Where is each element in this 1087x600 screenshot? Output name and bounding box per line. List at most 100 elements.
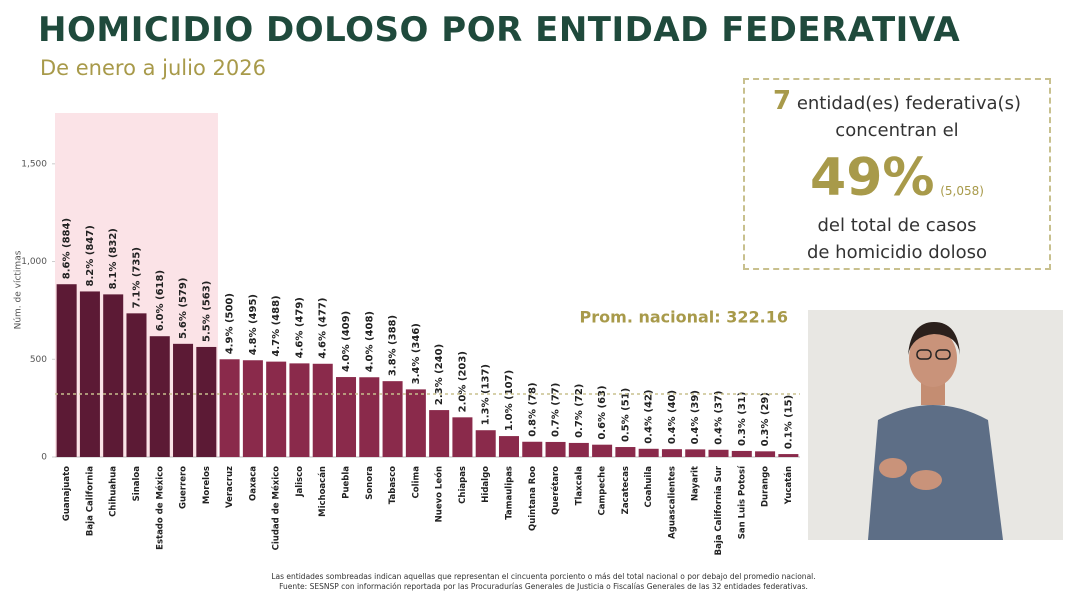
value-label: 0.3% (31)	[737, 392, 748, 446]
bar	[638, 448, 659, 457]
value-label: 0.3% (29)	[760, 392, 771, 446]
x-tick-label: Michoacán	[318, 466, 328, 517]
value-label: 2.0% (203)	[457, 351, 468, 412]
bar	[312, 363, 333, 457]
value-label: 1.0% (107)	[504, 370, 515, 431]
bar	[336, 377, 357, 457]
bar	[661, 449, 682, 457]
y-axis-label: Núm. de víctimas	[14, 250, 24, 329]
value-label: 3.4% (346)	[411, 323, 422, 384]
footnote: Fuente: SESNSP con información reportada…	[279, 582, 808, 591]
bar	[592, 444, 613, 457]
bar	[242, 360, 263, 457]
x-tick-label: Yucatán	[784, 466, 794, 505]
bar	[103, 294, 124, 457]
subtitle: De enero a julio 2026	[40, 56, 266, 80]
title: HOMICIDIO DOLOSO POR ENTIDAD FEDERATIVA	[38, 10, 961, 50]
value-label: 8.6% (884)	[62, 218, 73, 279]
value-label: 2.3% (240)	[434, 344, 445, 405]
bar	[79, 291, 100, 457]
value-label: 5.5% (563)	[201, 281, 212, 342]
x-tick-label: Guerrero	[179, 466, 189, 509]
bar	[522, 441, 543, 457]
x-tick-label: Estado de México	[154, 466, 165, 550]
callout-line: 7 entidad(es) federativa(s)	[745, 88, 1049, 117]
value-label: 4.0% (409)	[341, 311, 352, 372]
x-tick-label: Nayarit	[691, 466, 701, 501]
value-label: 0.4% (39)	[690, 390, 701, 444]
interpreter-figure	[808, 310, 1063, 540]
x-tick-label: Aguascalientes	[667, 466, 677, 539]
bar	[149, 336, 170, 457]
x-tick-label: San Luis Potosí	[737, 465, 747, 539]
interpreter-video	[808, 310, 1063, 540]
x-tick-label: Tamaulipas	[504, 466, 514, 520]
x-tick-label: Morelos	[202, 466, 212, 504]
value-label: 0.1% (15)	[783, 395, 794, 449]
y-tick-label: 1,000	[21, 257, 47, 267]
value-label: 5.6% (579)	[178, 278, 189, 339]
value-label: 4.6% (479)	[294, 297, 305, 358]
bar	[429, 410, 450, 457]
value-label: 0.4% (42)	[644, 390, 655, 444]
bar	[568, 442, 589, 457]
x-tick-label: Coahuila	[644, 466, 654, 508]
x-tick-label: Ciudad de México	[271, 466, 282, 551]
bar	[475, 430, 496, 457]
bar	[778, 454, 799, 457]
bar	[755, 451, 776, 457]
x-tick-label: Guanajuato	[62, 466, 72, 521]
bar	[126, 313, 147, 457]
value-label: 0.4% (37)	[714, 390, 725, 444]
x-tick-label: Zacatecas	[621, 466, 631, 514]
value-label: 3.8% (388)	[388, 315, 399, 376]
callout-text: de homicidio doloso	[806, 242, 988, 263]
bar	[56, 284, 77, 457]
callout-line: 49% (5,058)	[745, 144, 1049, 212]
value-label: 8.1% (832)	[108, 228, 119, 289]
value-label: 6.0% (618)	[155, 270, 166, 331]
bar	[289, 363, 310, 457]
bar	[498, 436, 519, 457]
bar	[196, 346, 217, 457]
value-label: 0.6% (63)	[597, 385, 608, 439]
value-label: 4.7% (488)	[271, 295, 282, 356]
value-label: 8.2% (847)	[85, 225, 96, 286]
x-tick-label: Veracruz	[225, 466, 235, 508]
x-tick-label: Tabasco	[388, 466, 398, 504]
bar	[219, 359, 240, 457]
bar	[382, 381, 403, 457]
value-label: 0.4% (40)	[667, 390, 678, 444]
footnote: Las entidades sombreadas indican aquella…	[271, 572, 816, 581]
bar	[731, 450, 752, 457]
bar	[173, 343, 194, 457]
value-label: 4.8% (495)	[248, 294, 259, 355]
value-label: 0.8% (78)	[527, 382, 538, 436]
callout: 7 entidad(es) federativa(s) concentran e…	[743, 78, 1051, 270]
x-tick-label: Baja California	[85, 466, 95, 536]
callout-count: 7	[773, 86, 792, 116]
bar	[452, 417, 473, 457]
x-tick-label: Oaxaca	[248, 466, 258, 501]
x-tick-label: Puebla	[342, 466, 352, 499]
x-tick-label: Nuevo León	[434, 466, 445, 522]
x-tick-label: Campeche	[598, 466, 608, 516]
bar	[615, 447, 636, 457]
value-label: 4.6% (477)	[318, 298, 329, 359]
x-tick-label: Sonora	[365, 466, 375, 500]
value-label: 0.7% (72)	[574, 384, 585, 438]
x-tick-label: Jalisco	[295, 466, 305, 498]
bar	[266, 361, 287, 457]
y-tick-label: 500	[30, 355, 47, 365]
value-label: 1.3% (137)	[481, 364, 492, 425]
value-label: 0.7% (77)	[551, 383, 562, 437]
callout-text: entidad(es) federativa(s)	[796, 93, 1021, 114]
x-tick-label: Baja California Sur	[714, 465, 724, 555]
bar	[359, 377, 380, 457]
value-label: 7.1% (735)	[131, 247, 142, 308]
x-tick-label: Chiapas	[458, 466, 468, 504]
bar	[685, 449, 706, 457]
bar	[708, 449, 729, 457]
